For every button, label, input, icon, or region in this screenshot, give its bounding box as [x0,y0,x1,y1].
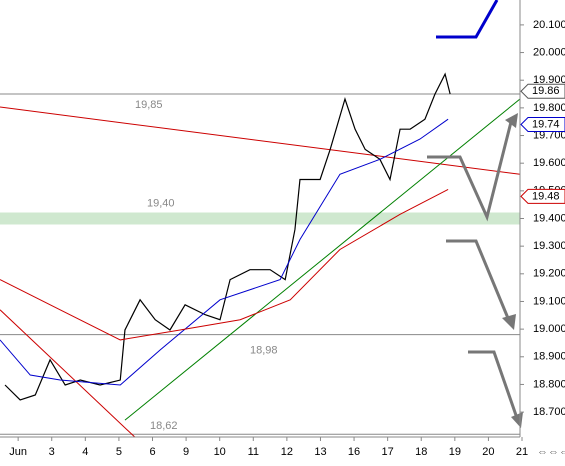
annotation-arrow [427,117,514,222]
y-tick-label: 19.100 [533,295,565,307]
annotation-arrow [468,350,520,422]
x-tick-label: 20 [482,446,494,458]
x-tick-label: 13 [314,446,326,458]
price-flag-label: 19.48 [532,190,560,202]
y-tick-label: 19.400 [533,212,565,224]
x-tick-label: 19 [449,446,461,458]
x-tick-label: 10 [214,446,226,458]
y-tick-label: 19.600 [533,157,565,169]
y-tick-label: 18.900 [533,351,565,363]
level-label: 19,85 [135,99,163,111]
x-tick-label: 21 [516,446,528,458]
x-tick-label: 6 [149,446,155,458]
support-band [0,212,520,225]
y-tick-label: 19.300 [533,240,565,252]
level-label: 18,62 [150,420,178,432]
arrow-head [505,113,518,128]
x-tick-label: 12 [281,446,293,458]
y-tick-label: 19.700 [533,129,565,141]
y-tick-label: 18.800 [533,378,565,390]
y-tick-label: 19.800 [533,102,565,114]
level-label: 18,98 [250,345,278,357]
arrow-head [502,314,516,330]
x-tick-label: 11 [248,446,259,458]
x-tick-label: Jun [9,446,27,458]
price-flag-label: 19.86 [532,85,560,97]
trend-line [124,98,521,421]
x-tick-label: 4 [82,446,88,458]
annotation-arrow [446,239,512,324]
price-flag [520,116,565,132]
annotation-arrow [436,0,499,39]
y-tick-label: 18.700 [533,406,565,418]
price-flag-label: 19.74 [532,118,560,130]
x-tick-label: 5 [116,446,122,458]
x-tick-label: 18 [415,446,427,458]
y-tick-label: 19.900 [533,74,565,86]
x-tick-label: 16 [348,446,360,458]
x-tick-label: 3 [49,446,55,458]
price-flag [520,188,565,204]
trend-line [0,106,521,175]
trend-line [0,309,136,438]
moving-average [0,189,449,341]
y-tick-label: 20.000 [533,46,565,58]
level-label: 19,40 [147,197,175,209]
scroll-icons[interactable]: ⇔⇔⇔ [537,446,565,458]
y-tick-label: 19.200 [533,268,565,280]
price-flag [520,83,565,99]
moving-average [0,118,449,386]
x-tick-label: 9 [183,446,189,458]
x-tick-label: 17 [382,446,394,458]
y-tick-label: 20.100 [533,19,565,31]
y-tick-label: 19.000 [533,323,565,335]
